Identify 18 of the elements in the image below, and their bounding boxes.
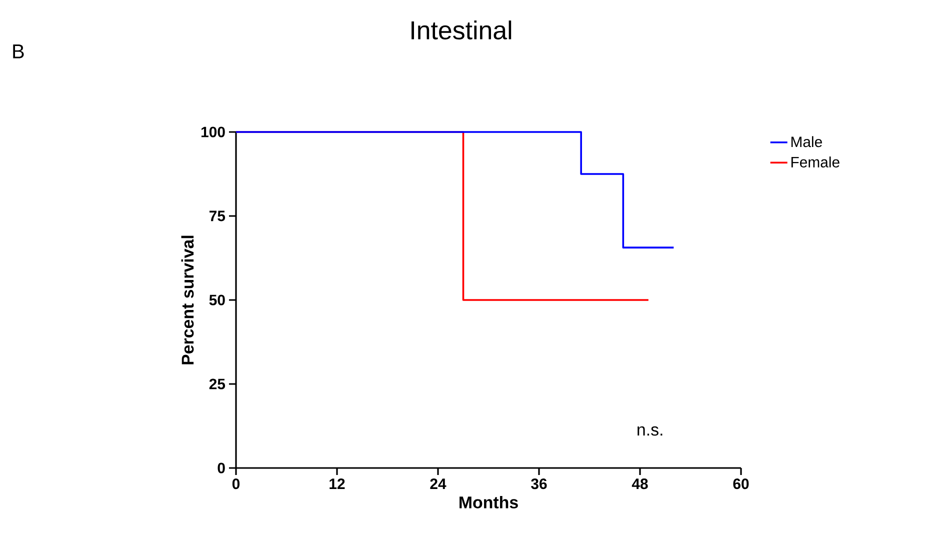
legend-label: Female: [791, 156, 840, 168]
x-tick-label: 48: [632, 478, 648, 490]
x-tick-label: 12: [330, 478, 345, 489]
x-tick-label: 36: [531, 478, 547, 490]
legend-label: Male: [791, 136, 822, 148]
y-tick-label: 100: [201, 126, 225, 138]
x-axis-title: Months: [460, 496, 518, 508]
y-tick-label: 25: [209, 378, 226, 390]
y-axis-title: Percent survival: [181, 236, 194, 364]
chart-title: Intestinal: [412, 20, 512, 40]
y-tick-label: 50: [209, 294, 225, 306]
y-tick-label: 75: [210, 210, 226, 222]
x-tick-label: 24: [430, 478, 446, 489]
annotation: n.s.: [638, 426, 662, 436]
x-tick-label: 60: [733, 478, 749, 490]
x-tick-label: 0: [232, 478, 240, 490]
text: B: [13, 44, 24, 58]
y-tick-label: 0: [218, 462, 225, 474]
